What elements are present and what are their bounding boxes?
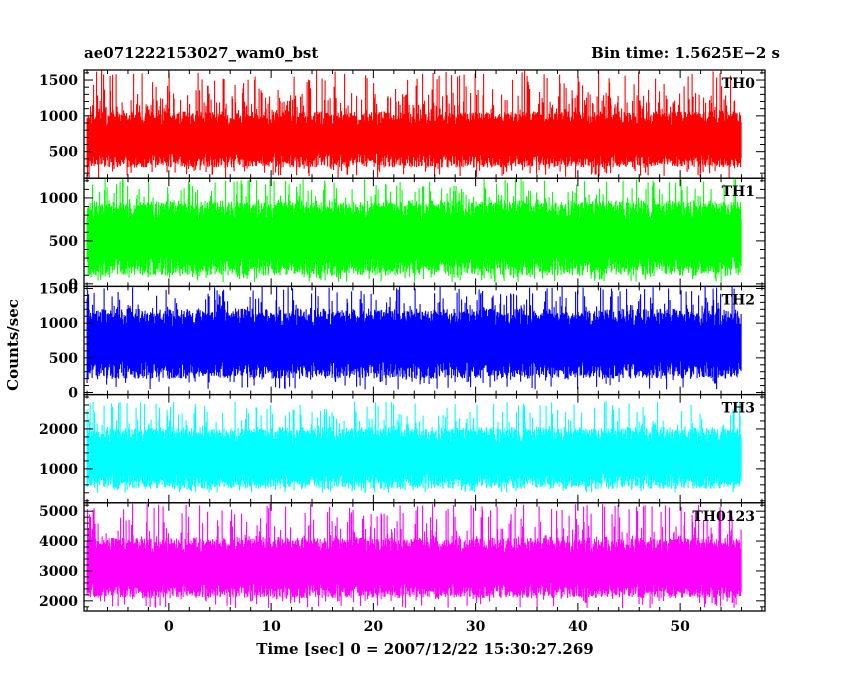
bin-time-label: Bin time: 1.5625E−2 s [591, 44, 780, 62]
panel-th0123: 2000 3000 4000 5000 TH0123 [39, 502, 766, 612]
panel-label: TH2 [722, 292, 755, 308]
x-tick-label: 10 [261, 619, 281, 635]
y-tick-label: 3000 [39, 564, 78, 580]
y-tick-label: 1000 [39, 462, 78, 478]
panel-th3: 1000 2000 TH3 [39, 393, 766, 504]
y-tick-label: 500 [49, 145, 78, 161]
panel-label: TH1 [722, 184, 755, 200]
y-tick-label: 1500 [39, 281, 78, 297]
series-th0 [86, 70, 742, 179]
panel-th2: 0 500 1000 1500 TH2 [39, 281, 766, 402]
y-tick-label: 1000 [39, 191, 78, 207]
y-axis-label: Counts/sec [4, 299, 22, 391]
series-th1 [86, 178, 742, 282]
y-tick-label: 2000 [39, 594, 78, 610]
panel-label: TH0 [722, 76, 756, 92]
panel-frame [83, 502, 766, 612]
y-tick-label: 0 [68, 386, 78, 402]
y-tick-label: 5000 [39, 504, 78, 520]
y-tick-label: 2000 [39, 422, 78, 438]
series-th3 [86, 401, 742, 493]
y-tick-label: 500 [49, 234, 78, 250]
panel-th0: 500 1000 1500 TH0 [39, 69, 766, 179]
y-tick-label: 0 [68, 277, 78, 293]
x-tick-label: 30 [466, 619, 486, 635]
panel-th1: 0 500 1000 TH1 [39, 177, 766, 293]
x-tick-label: 40 [568, 619, 588, 635]
x-tick-label: 20 [364, 619, 384, 635]
panel-label: TH0123 [692, 509, 755, 525]
panel-label: TH3 [722, 401, 755, 417]
y-tick-label: 500 [49, 351, 78, 367]
x-axis-label: Time [sec] 0 = 2007/12/22 15:30:27.269 [256, 640, 593, 658]
x-tick-label: 50 [670, 619, 690, 635]
x-tick-label: 0 [164, 619, 174, 635]
y-tick-label: 4000 [39, 534, 78, 550]
y-tick-label: 1000 [39, 109, 78, 125]
series-th0123 [86, 503, 742, 609]
series-th2 [86, 286, 742, 390]
y-tick-label: 1000 [39, 316, 78, 332]
chart-title: ae071222153027_wam0_bst [84, 44, 318, 62]
y-tick-label: 1500 [39, 73, 78, 89]
